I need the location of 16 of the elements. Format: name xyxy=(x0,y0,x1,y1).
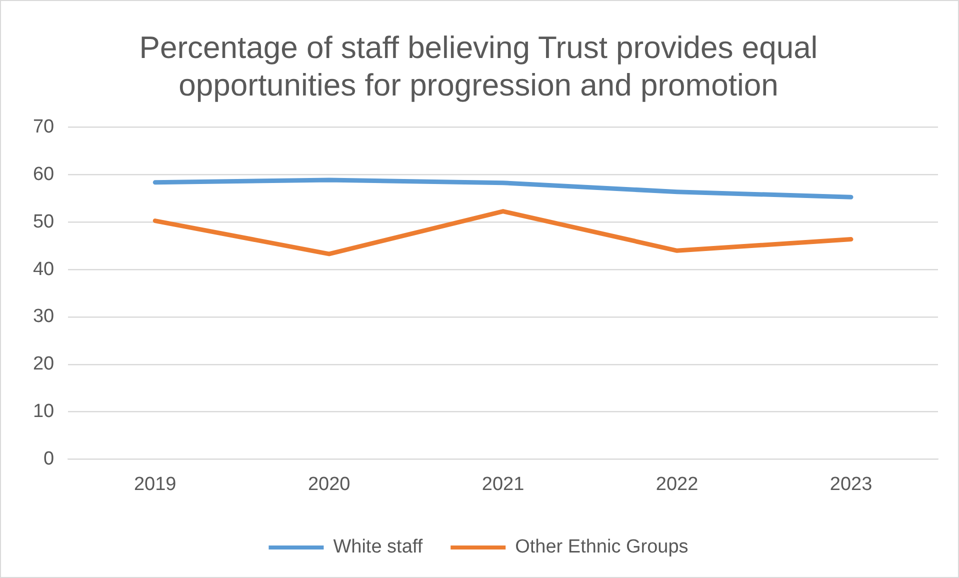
x-tick-label: 2023 xyxy=(830,474,872,495)
y-tick-label: 20 xyxy=(32,354,54,375)
y-tick-label: 0 xyxy=(44,448,54,470)
legend-label: Other Ethnic Groups xyxy=(515,536,688,558)
y-tick-label: 50 xyxy=(32,211,54,232)
x-tick-label: 2020 xyxy=(308,474,350,495)
x-tick-label: 2019 xyxy=(134,474,176,495)
x-tick-label: 2022 xyxy=(656,474,698,495)
y-tick-label: 60 xyxy=(32,164,54,186)
legend-label: White staff xyxy=(333,536,424,558)
y-tick-label: 10 xyxy=(32,401,54,422)
y-tick-label: 30 xyxy=(32,306,54,328)
y-tick-label: 40 xyxy=(32,258,54,280)
chart-title: Percentage of staff believing Trust provides equal opportunities for progression and promotion xyxy=(139,30,818,102)
y-tick-label: 70 xyxy=(32,116,54,138)
x-tick-label: 2021 xyxy=(482,474,524,495)
